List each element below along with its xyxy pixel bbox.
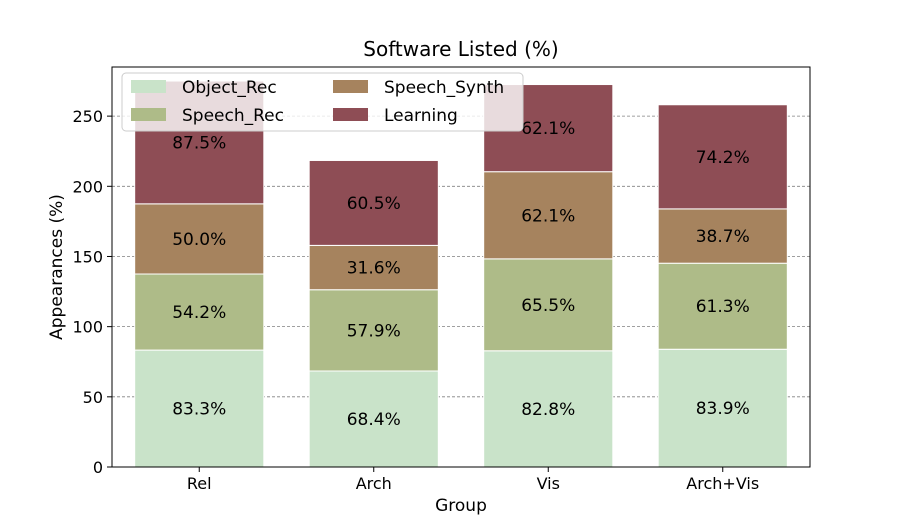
bar-value-label: 65.5%: [521, 296, 575, 316]
y-tick-label: 0: [93, 458, 103, 477]
bar-value-label: 57.9%: [347, 321, 401, 341]
bar-value-label: 74.2%: [696, 148, 750, 168]
bar-value-label: 83.3%: [172, 400, 226, 420]
bar-value-label: 83.9%: [696, 399, 750, 419]
bar-value-label: 87.5%: [172, 133, 226, 153]
y-tick-label: 200: [72, 177, 103, 196]
y-tick-label: 50: [83, 388, 103, 407]
bar-segment: [657, 262, 788, 350]
bar-value-label: 62.1%: [521, 206, 575, 226]
y-axis-label: Appearances (%): [47, 194, 67, 340]
y-tick-label: 250: [72, 107, 103, 126]
legend-label: Learning: [384, 106, 458, 126]
bar-segment: [657, 348, 788, 468]
y-tick-label: 150: [72, 247, 103, 266]
legend-label: Speech_Synth: [384, 78, 504, 98]
legend-label: Object_Rec: [182, 78, 277, 98]
x-axis-label: Group: [435, 496, 487, 516]
legend-swatch: [131, 80, 166, 93]
bar-segment: [134, 273, 265, 351]
bar-value-label: 68.4%: [347, 410, 401, 430]
bar-value-label: 62.1%: [521, 119, 575, 139]
bar-segment: [483, 258, 614, 352]
legend-box: [121, 72, 524, 132]
x-tick-label: Arch: [356, 474, 392, 493]
legend-label: Speech_Rec: [182, 106, 284, 126]
bar-segment: [308, 244, 439, 291]
bar-value-label: 31.6%: [347, 259, 401, 279]
bar-segment: [483, 350, 614, 468]
bar-value-label: 38.7%: [696, 227, 750, 247]
bar-value-labels: 83.3% 54.2% 50.0% 87.5% 68.4% 57.9% 31.6% 60.5%…: [172, 119, 750, 430]
bar-value-label: 61.3%: [696, 297, 750, 317]
x-tick-label: Rel: [187, 474, 212, 493]
bar-segment: [134, 203, 265, 275]
bars: [134, 80, 788, 468]
bar-segment: [657, 208, 788, 264]
axis-ticks: 0 50 100 150 200 250 Rel Arch Vis Arch+Vis: [72, 107, 759, 493]
legend: Object_Rec Speech_Rec Speech_Synth Learning: [121, 72, 524, 132]
legend-swatch: [131, 108, 166, 121]
y-tick-label: 100: [72, 318, 103, 337]
x-tick-label: Vis: [537, 474, 560, 493]
bar-value-label: 82.8%: [521, 400, 575, 420]
bar-value-label: 54.2%: [172, 303, 226, 323]
bar-segment: [134, 349, 265, 468]
plot-frame: [111, 66, 811, 468]
x-tick-label: Arch+Vis: [686, 474, 759, 493]
bar-segment: [657, 104, 788, 210]
bar-value-label: 60.5%: [347, 194, 401, 214]
legend-swatch: [333, 108, 368, 121]
legend-swatch: [333, 80, 368, 93]
bar-segment: [308, 159, 439, 246]
chart-title: Software Listed (%): [363, 37, 558, 61]
bar-value-label: 50.0%: [172, 230, 226, 250]
